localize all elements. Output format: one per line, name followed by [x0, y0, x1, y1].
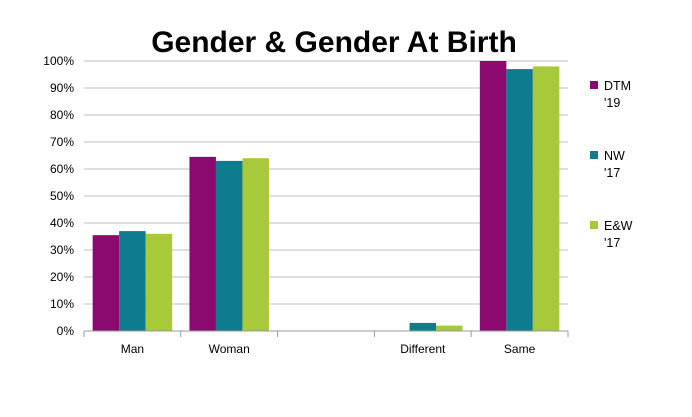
bar — [242, 158, 269, 331]
legend-label: NW '17 — [604, 149, 625, 180]
y-tick-label: 0% — [57, 324, 75, 338]
bar — [479, 61, 507, 331]
y-axis-ticks: 0% 10% 20% 30% 40% 50% 60% 70% 80% 90% 100% — [43, 54, 74, 338]
legend-swatch — [590, 151, 598, 159]
bar — [409, 322, 437, 331]
y-tick-label: 20% — [50, 270, 74, 284]
bars — [92, 61, 560, 332]
y-tick-label: 100% — [43, 54, 74, 68]
y-tick-label: 40% — [50, 216, 74, 230]
x-tick-label: Woman — [209, 342, 250, 356]
legend-swatch — [590, 81, 598, 89]
bar — [215, 160, 243, 331]
y-tick-label: 70% — [50, 135, 74, 149]
y-tick-label: 60% — [50, 162, 74, 176]
bar — [119, 231, 146, 331]
x-tick-label: Different — [400, 342, 446, 356]
y-tick-label: 10% — [50, 297, 74, 311]
y-tick-label: 30% — [50, 243, 74, 257]
bar — [92, 235, 120, 331]
y-tick-label: 80% — [50, 108, 74, 122]
legend-swatch — [590, 221, 598, 229]
legend: DTM '19 NW '17 E&W '17 — [590, 79, 633, 250]
x-axis-labels: Man Woman Different Same — [121, 342, 536, 356]
y-tick-label: 90% — [50, 81, 74, 95]
legend-label: E&W '17 — [604, 219, 633, 250]
bar — [145, 233, 173, 331]
legend-label: DTM '19 — [604, 79, 631, 110]
chart-title: Gender & Gender At Birth — [151, 26, 517, 59]
bar — [506, 69, 533, 331]
x-tick-label: Man — [121, 342, 144, 356]
bar — [532, 66, 560, 332]
x-axis — [83, 330, 569, 337]
x-tick-label: Same — [504, 342, 536, 356]
bar — [189, 156, 216, 331]
bar — [436, 325, 463, 331]
y-tick-label: 50% — [50, 189, 74, 203]
